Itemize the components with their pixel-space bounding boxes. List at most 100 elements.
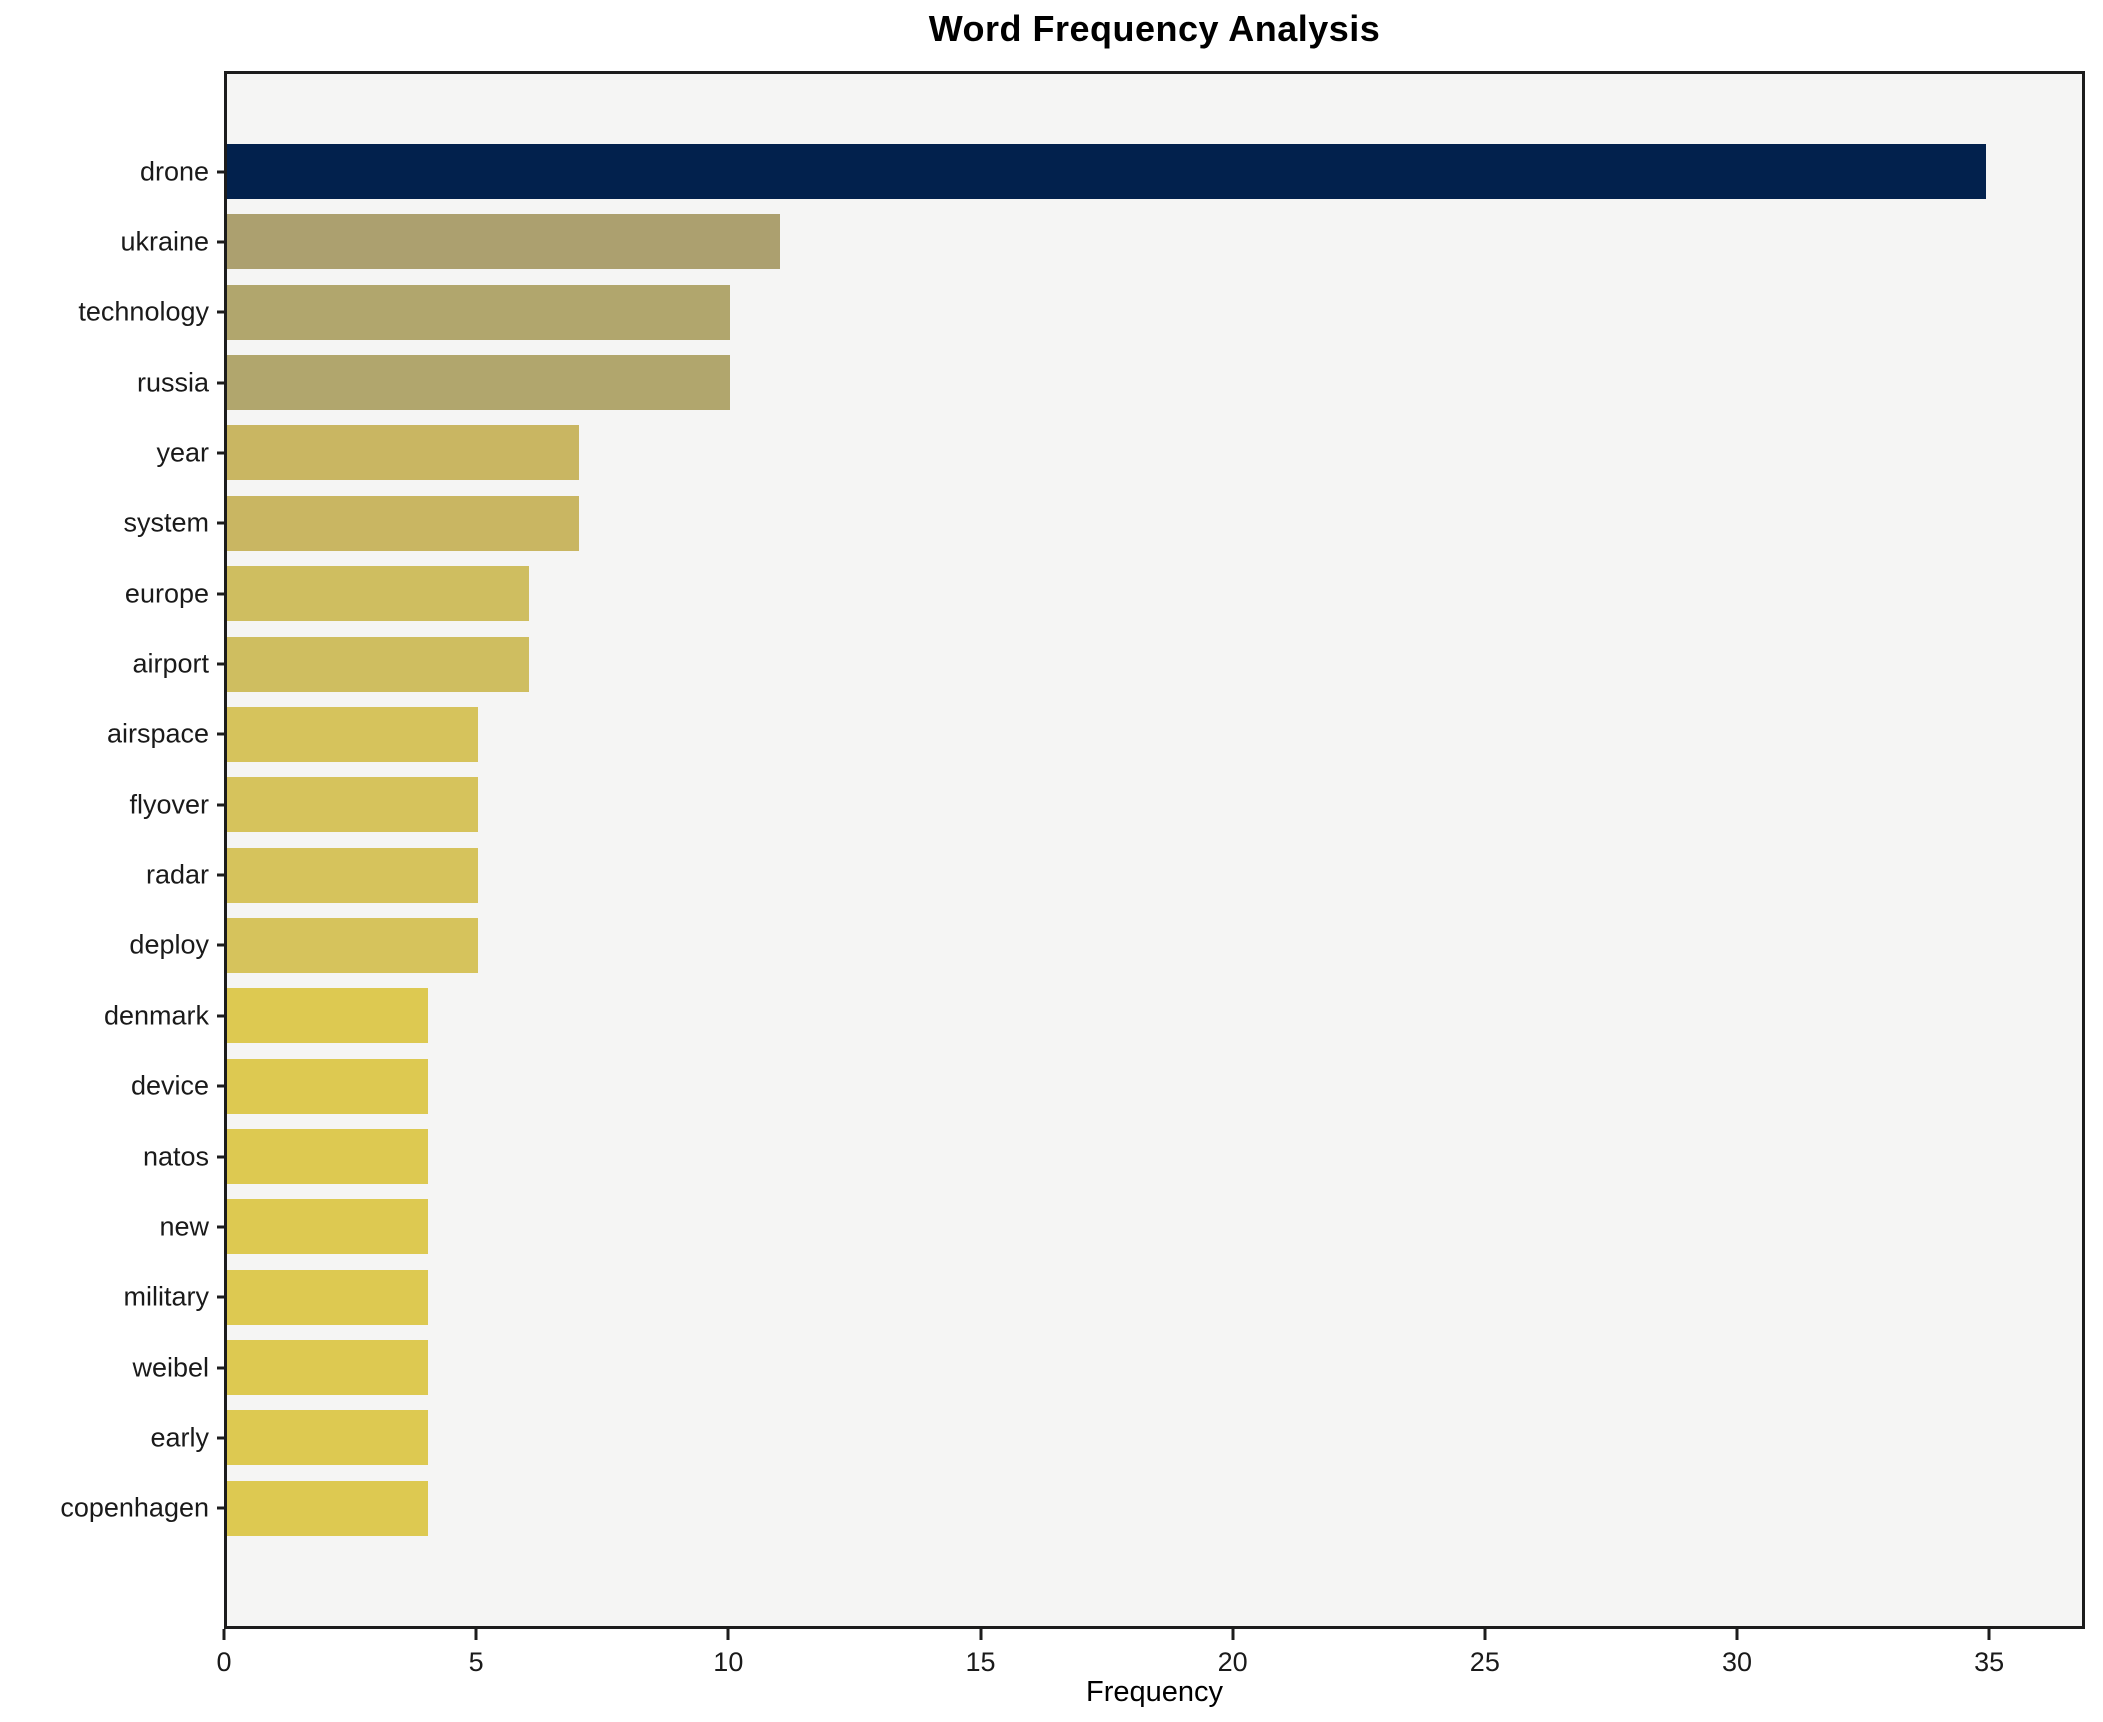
y-tick-label: europe xyxy=(124,578,209,609)
y-tick-label: russia xyxy=(136,367,209,398)
x-tick-mark xyxy=(1231,1629,1235,1640)
bar-deploy xyxy=(227,917,479,973)
y-tick-mark xyxy=(217,521,227,525)
y-tick-mark xyxy=(217,732,227,736)
x-tick-label: 10 xyxy=(713,1647,744,1677)
bar-natos xyxy=(227,1129,429,1185)
bars-container: drone ukraine technology russia year system eu… xyxy=(60,144,2082,1536)
x-tick-label: 20 xyxy=(1217,1647,1248,1677)
bar-row: system xyxy=(123,495,2082,551)
y-tick-mark xyxy=(217,1436,227,1440)
y-tick-label: new xyxy=(159,1211,209,1242)
y-tick-mark xyxy=(217,1295,227,1299)
y-tick-label: copenhagen xyxy=(60,1492,209,1523)
bar-airspace xyxy=(227,706,479,762)
bar-military xyxy=(227,1269,429,1325)
y-tick-label: weibel xyxy=(132,1352,209,1383)
y-tick-label: airspace xyxy=(106,718,209,749)
y-tick-mark xyxy=(217,943,227,947)
y-tick-label: year xyxy=(156,437,209,468)
x-tick-label: 35 xyxy=(1974,1647,2005,1677)
y-tick-mark xyxy=(217,451,227,455)
y-tick-label: device xyxy=(130,1070,209,1101)
y-tick-mark xyxy=(217,240,227,244)
y-tick-label: denmark xyxy=(103,1000,209,1031)
y-tick-label: flyover xyxy=(129,789,209,820)
bar-row: radar xyxy=(146,847,2082,903)
bar-russia xyxy=(227,355,730,411)
bar-row: drone xyxy=(140,144,2082,199)
bar-ukraine xyxy=(227,214,780,270)
y-tick-label: early xyxy=(150,1422,209,1453)
bar-flyover xyxy=(227,777,479,833)
y-tick-label: military xyxy=(123,1281,210,1312)
y-tick-mark xyxy=(217,1366,227,1370)
y-tick-mark xyxy=(217,662,227,666)
y-tick-mark xyxy=(217,1506,227,1510)
bar-row: technology xyxy=(78,284,2082,340)
y-tick-mark xyxy=(217,1155,227,1159)
bar-early xyxy=(227,1410,429,1466)
bar-row: new xyxy=(159,1199,2082,1255)
x-tick-mark xyxy=(979,1629,982,1640)
x-tick-mark xyxy=(1735,1629,1739,1640)
bar-row: ukraine xyxy=(120,214,2082,270)
y-tick-mark xyxy=(217,873,227,877)
bar-year xyxy=(227,425,579,481)
plot-area: drone ukraine technology russia year system eu… xyxy=(60,71,2085,1629)
bar-row: early xyxy=(150,1410,2082,1466)
y-tick-mark xyxy=(217,170,227,173)
bar-row: weibel xyxy=(132,1340,2082,1396)
x-tick-label: 25 xyxy=(1469,1647,1500,1677)
x-tick-mark xyxy=(222,1629,226,1640)
x-tick-mark xyxy=(1483,1629,1487,1640)
bar-weibel xyxy=(227,1340,429,1396)
bar-row: russia xyxy=(137,355,2082,411)
x-tick-label: 15 xyxy=(965,1647,996,1677)
bar-drone xyxy=(227,144,1987,199)
y-tick-mark xyxy=(217,592,227,596)
y-tick-label: radar xyxy=(145,859,209,890)
bar-denmark xyxy=(227,988,429,1044)
bar-airport xyxy=(227,636,529,692)
y-tick-label: drone xyxy=(139,156,209,186)
bar-row: airport xyxy=(132,636,2082,692)
bar-system xyxy=(227,495,579,551)
y-tick-label: system xyxy=(123,507,209,538)
bar-device xyxy=(227,1058,429,1114)
bar-row: year xyxy=(156,425,2082,481)
x-axis-title: Frequency xyxy=(1085,1676,1223,1708)
y-tick-label: ukraine xyxy=(120,226,209,257)
x-tick-mark xyxy=(726,1629,730,1640)
bar-radar xyxy=(227,847,479,903)
y-tick-mark xyxy=(217,1014,227,1018)
bar-row: deploy xyxy=(129,917,2082,973)
bar-row: airspace xyxy=(107,706,2082,762)
bar-row: natos xyxy=(143,1129,2082,1185)
x-axis: 0 5 10 15 20 25 30 35 xyxy=(216,1629,2085,1699)
bar-technology xyxy=(227,284,730,340)
bar-new xyxy=(227,1199,429,1255)
bar-row: copenhagen xyxy=(60,1480,2082,1536)
bar-row: flyover xyxy=(129,777,2082,833)
chart-title: Word Frequency Analysis xyxy=(928,8,1381,49)
y-tick-mark xyxy=(217,310,227,314)
y-tick-label: airport xyxy=(132,648,209,679)
y-tick-label: natos xyxy=(142,1141,209,1172)
y-tick-mark xyxy=(217,1084,227,1088)
bar-row: device xyxy=(131,1058,2082,1114)
y-tick-label: technology xyxy=(78,296,209,327)
bar-row: europe xyxy=(125,566,2082,622)
bar-europe xyxy=(227,566,529,622)
bar-copenhagen xyxy=(227,1480,429,1536)
x-tick-mark xyxy=(1987,1629,1991,1640)
bar-row: military xyxy=(124,1269,2082,1325)
x-tick-label: 5 xyxy=(468,1647,484,1677)
y-tick-mark xyxy=(217,1225,227,1229)
y-tick-mark xyxy=(217,803,227,807)
y-tick-mark xyxy=(217,381,227,385)
y-tick-label: deploy xyxy=(129,929,209,960)
x-tick-label: 30 xyxy=(1721,1647,1753,1677)
x-tick-mark xyxy=(474,1629,478,1640)
